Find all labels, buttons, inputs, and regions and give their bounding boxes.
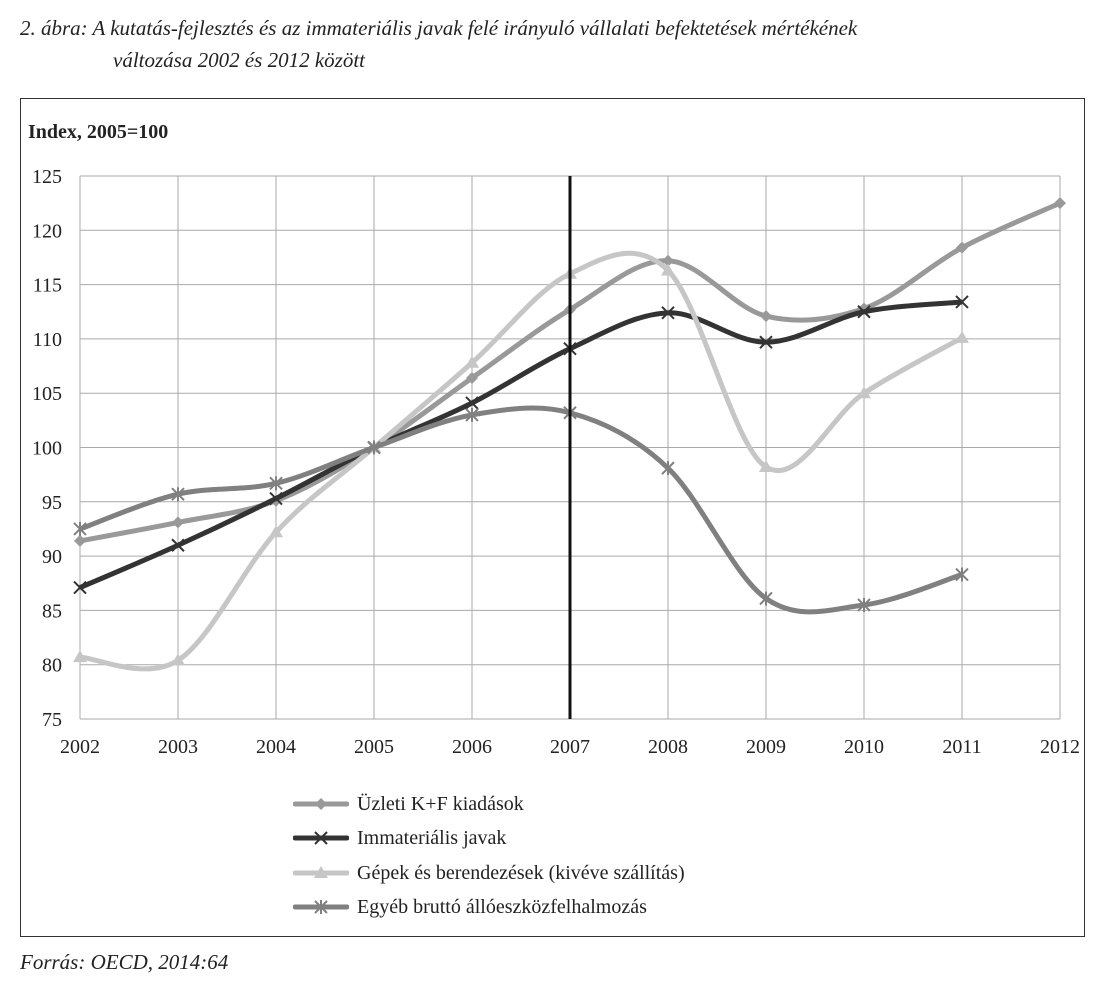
legend-label: Gépek és berendezések (kivéve szállítás)	[357, 861, 685, 884]
data-point-x	[759, 335, 773, 349]
y-tick-label: 110	[33, 329, 62, 351]
x-tick-label: 2006	[452, 736, 492, 758]
series-line	[79, 405, 963, 615]
x-tick-label: 2011	[942, 736, 981, 758]
y-tick-label: 75	[42, 709, 62, 731]
legend-label: Immateriális javak	[357, 826, 507, 849]
x-tick-label: 2002	[60, 736, 100, 758]
series-2	[73, 250, 969, 672]
legend-label: Egyéb bruttó állóeszközfelhalmozás	[357, 895, 647, 918]
data-point-x	[465, 396, 479, 410]
y-axis-label: Index, 2005=100	[28, 121, 169, 143]
data-point-x	[269, 491, 283, 506]
y-tick-label: 100	[32, 438, 62, 460]
y-tick-label: 120	[32, 220, 62, 242]
data-point-asterisk	[73, 521, 87, 536]
data-point-diamond	[662, 254, 674, 267]
data-point-diamond	[74, 534, 86, 547]
series-line	[79, 250, 964, 672]
data-point-x	[73, 580, 87, 595]
x-tick-label: 2003	[158, 736, 198, 758]
x-tick-label: 2008	[648, 736, 688, 758]
legend-item: Egyéb bruttó állóeszközfelhalmozás	[293, 895, 647, 919]
data-point-triangle	[269, 525, 283, 538]
y-tick-label: 105	[32, 383, 62, 405]
data-point-triangle	[955, 330, 969, 343]
series-3	[73, 405, 969, 615]
data-point-x	[857, 305, 871, 319]
chart-frame	[20, 98, 1085, 937]
data-point-triangle	[661, 263, 675, 276]
data-point-asterisk	[955, 567, 969, 582]
y-tick-label: 95	[42, 492, 62, 514]
legend-item: Gépek és berendezések (kivéve szállítás)	[293, 861, 685, 885]
data-point-triangle	[759, 460, 773, 473]
legend-swatch	[293, 866, 349, 878]
x-tick-label: 2012	[1040, 736, 1080, 758]
series-1	[73, 295, 969, 595]
source-note: Forrás: OECD, 2014:64	[20, 950, 229, 974]
data-point-x	[314, 831, 328, 845]
data-point-asterisk	[171, 487, 185, 502]
data-point-x	[171, 538, 185, 552]
data-point-asterisk	[759, 591, 773, 606]
y-tick-label: 115	[33, 275, 62, 297]
data-point-x	[661, 306, 675, 320]
y-tick-label: 85	[42, 600, 62, 622]
data-point-triangle	[171, 653, 185, 666]
data-point-triangle	[73, 650, 87, 663]
y-tick-label: 80	[42, 655, 62, 677]
data-point-diamond	[172, 516, 184, 529]
x-tick-label: 2010	[844, 736, 884, 758]
x-tick-label: 2004	[256, 736, 296, 758]
data-point-diamond	[315, 798, 327, 810]
data-point-diamond	[1054, 197, 1066, 210]
legend-item: Immateriális javak	[293, 826, 506, 850]
y-tick-label: 90	[42, 546, 62, 568]
data-point-asterisk	[857, 597, 871, 612]
legend-swatch	[293, 798, 349, 810]
legend-label: Üzleti K+F kiadások	[357, 792, 524, 815]
legend-swatch	[293, 831, 349, 845]
data-point-asterisk	[661, 461, 675, 476]
data-point-asterisk	[465, 407, 479, 422]
data-point-asterisk	[269, 476, 283, 491]
legend-swatch	[293, 900, 349, 914]
data-point-diamond	[466, 371, 478, 384]
x-tick-label: 2007	[550, 736, 590, 758]
figure-caption-line1: 2. ábra: A kutatás-fejlesztés és az imma…	[20, 16, 858, 40]
data-point-x	[955, 295, 969, 309]
x-tick-label: 2009	[746, 736, 786, 758]
data-point-asterisk	[314, 900, 328, 914]
legend-item: Üzleti K+F kiadások	[293, 792, 524, 816]
data-point-diamond	[956, 241, 968, 254]
data-point-triangle	[314, 866, 328, 878]
figure-caption-line2: változása 2002 és 2012 között	[113, 48, 365, 72]
data-point-diamond	[760, 310, 772, 323]
series-line	[79, 299, 963, 590]
x-tick-label: 2005	[354, 736, 394, 758]
y-tick-label: 125	[32, 166, 62, 188]
data-point-triangle	[857, 386, 871, 399]
data-point-asterisk	[367, 440, 381, 455]
data-point-triangle	[465, 355, 479, 368]
